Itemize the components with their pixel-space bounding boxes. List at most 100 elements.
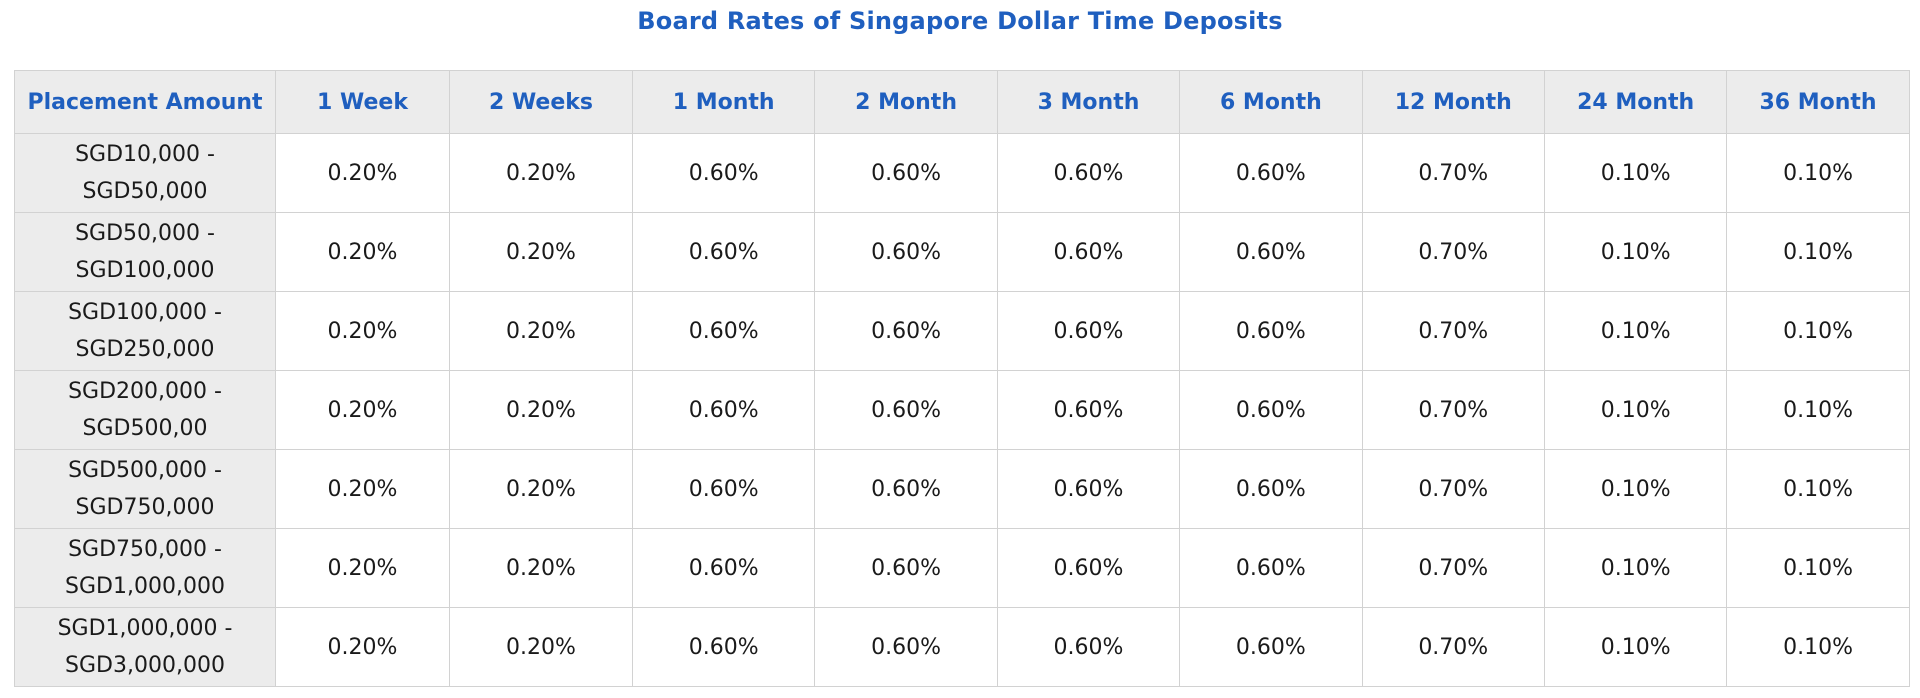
rate-cell: 0.10%	[1726, 212, 1910, 292]
rate-cell: 0.10%	[1543, 607, 1728, 687]
rate-cell: 0.70%	[1361, 528, 1545, 608]
table-row: SGD200,000 - SGD500,00 0.20% 0.20% 0.60% 0.60…	[14, 370, 1910, 450]
amount-range-end: SGD1,000,000	[65, 574, 225, 599]
rate-cell: 0.20%	[449, 291, 633, 371]
rate-cell: 0.70%	[1361, 133, 1545, 213]
rate-cell: 0.60%	[631, 370, 816, 450]
column-header-24-month: 24 Month	[1543, 70, 1728, 134]
amount-range-start: SGD50,000 -	[75, 221, 215, 246]
amount-range-end: SGD500,00	[82, 416, 208, 441]
rate-cell: 0.60%	[1179, 607, 1363, 687]
amount-range-start: SGD100,000 -	[68, 300, 222, 325]
rate-cell: 0.60%	[1179, 370, 1363, 450]
column-header-6-month: 6 Month	[1179, 70, 1363, 134]
rate-cell: 0.20%	[275, 449, 450, 529]
amount-range-end: SGD750,000	[75, 495, 215, 520]
rate-cell: 0.60%	[996, 370, 1181, 450]
placement-amount-cell: SGD750,000 - SGD1,000,000	[14, 528, 276, 608]
placement-amount-cell: SGD1,000,000 - SGD3,000,000	[14, 607, 276, 687]
placement-amount-cell: SGD200,000 - SGD500,00	[14, 370, 276, 450]
rate-cell: 0.60%	[814, 528, 998, 608]
page-title: Board Rates of Singapore Dollar Time Dep…	[637, 7, 1283, 35]
table-row: SGD750,000 - SGD1,000,000 0.20% 0.20% 0.60% 0…	[14, 528, 1910, 608]
rate-cell: 0.10%	[1726, 607, 1910, 687]
rates-table: Placement Amount 1 Week 2 Weeks 1 Month …	[14, 70, 1910, 687]
rate-cell: 0.60%	[631, 449, 816, 529]
rate-cell: 0.70%	[1361, 212, 1545, 292]
rate-cell: 0.60%	[631, 607, 816, 687]
rate-cell: 0.20%	[275, 291, 450, 371]
rate-cell: 0.70%	[1361, 370, 1545, 450]
amount-range-start: SGD10,000 -	[75, 142, 215, 167]
rate-cell: 0.10%	[1726, 370, 1910, 450]
rate-cell: 0.60%	[814, 133, 998, 213]
table-row: SGD1,000,000 - SGD3,000,000 0.20% 0.20% 0.60…	[14, 607, 1910, 687]
rate-cell: 0.60%	[1179, 449, 1363, 529]
placement-amount-cell: SGD50,000 - SGD100,000	[14, 212, 276, 292]
rate-cell: 0.10%	[1726, 528, 1910, 608]
column-header-3-month: 3 Month	[996, 70, 1181, 134]
rate-cell: 0.10%	[1726, 449, 1910, 529]
amount-range-start: SGD1,000,000 -	[57, 616, 233, 641]
rate-cell: 0.60%	[996, 528, 1181, 608]
rate-cell: 0.70%	[1361, 449, 1545, 529]
amount-range-start: SGD200,000 -	[68, 379, 222, 404]
rate-cell: 0.60%	[631, 212, 816, 292]
rate-cell: 0.60%	[996, 291, 1181, 371]
header-row: Placement Amount 1 Week 2 Weeks 1 Month …	[14, 70, 1910, 134]
rate-cell: 0.60%	[996, 212, 1181, 292]
table-row: SGD50,000 - SGD100,000 0.20% 0.20% 0.60% 0.60…	[14, 212, 1910, 292]
rate-cell: 0.10%	[1543, 291, 1728, 371]
rate-cell: 0.10%	[1543, 449, 1728, 529]
rate-cell: 0.10%	[1543, 370, 1728, 450]
column-header-1-month: 1 Month	[631, 70, 816, 134]
placement-amount-cell: SGD500,000 - SGD750,000	[14, 449, 276, 529]
column-header-2-month: 2 Month	[814, 70, 998, 134]
rate-cell: 0.60%	[814, 607, 998, 687]
table-row: SGD10,000 - SGD50,000 0.20% 0.20% 0.60% 0.60%…	[14, 133, 1910, 213]
amount-range-start: SGD500,000 -	[68, 458, 222, 483]
rate-cell: 0.10%	[1543, 133, 1728, 213]
column-header-12-month: 12 Month	[1361, 70, 1545, 134]
rate-cell: 0.60%	[996, 133, 1181, 213]
rate-cell: 0.70%	[1361, 607, 1545, 687]
rate-cell: 0.20%	[275, 212, 450, 292]
amount-range-end: SGD3,000,000	[65, 653, 225, 678]
rate-cell: 0.60%	[814, 449, 998, 529]
rate-cell: 0.20%	[449, 449, 633, 529]
amount-range-start: SGD750,000 -	[68, 537, 222, 562]
rate-cell: 0.20%	[449, 607, 633, 687]
rate-cell: 0.20%	[449, 528, 633, 608]
column-header-36-month: 36 Month	[1726, 70, 1910, 134]
rate-cell: 0.60%	[1179, 291, 1363, 371]
rate-cell: 0.70%	[1361, 291, 1545, 371]
amount-range-end: SGD100,000	[75, 258, 215, 283]
rate-cell: 0.60%	[814, 291, 998, 371]
rate-cell: 0.20%	[275, 528, 450, 608]
table-row: SGD500,000 - SGD750,000 0.20% 0.20% 0.60% 0.6…	[14, 449, 1910, 529]
rate-cell: 0.60%	[631, 291, 816, 371]
rate-cell: 0.20%	[275, 607, 450, 687]
rate-cell: 0.60%	[1179, 133, 1363, 213]
column-header-2-weeks: 2 Weeks	[449, 70, 633, 134]
rate-cell: 0.10%	[1726, 291, 1910, 371]
placement-amount-cell: SGD100,000 - SGD250,000	[14, 291, 276, 371]
table-row: SGD100,000 - SGD250,000 0.20% 0.20% 0.60% 0.6…	[14, 291, 1910, 371]
rate-cell: 0.60%	[996, 449, 1181, 529]
rate-cell: 0.60%	[814, 370, 998, 450]
rate-cell: 0.60%	[631, 528, 816, 608]
rate-cell: 0.20%	[449, 212, 633, 292]
rate-cell: 0.20%	[275, 370, 450, 450]
column-header-placement-amount: Placement Amount	[14, 70, 276, 134]
rate-cell: 0.20%	[449, 133, 633, 213]
rate-cell: 0.60%	[996, 607, 1181, 687]
rate-cell: 0.10%	[1543, 528, 1728, 608]
table-header: Placement Amount 1 Week 2 Weeks 1 Month …	[14, 70, 1910, 134]
rate-cell: 0.60%	[814, 212, 998, 292]
rate-cell: 0.60%	[631, 133, 816, 213]
rate-cell: 0.20%	[449, 370, 633, 450]
rate-cell: 0.60%	[1179, 212, 1363, 292]
column-header-1-week: 1 Week	[275, 70, 450, 134]
rate-cell: 0.60%	[1179, 528, 1363, 608]
